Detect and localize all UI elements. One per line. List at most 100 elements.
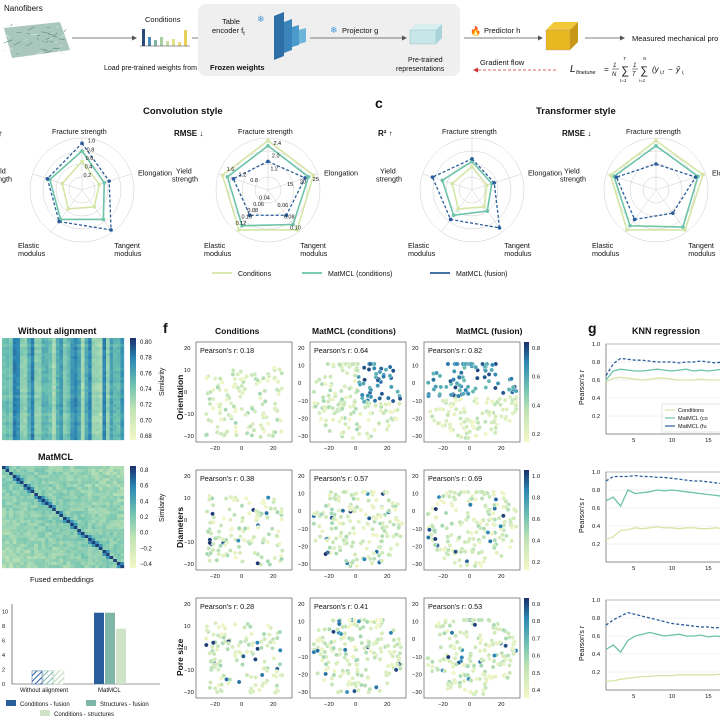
heat-cell [109,484,114,488]
radar-point-conditions [683,228,687,232]
tsne-point [354,563,360,569]
tsne-point [397,396,403,401]
colorbar-tick: 0.74 [140,387,152,393]
tsne-point [332,639,337,644]
heat-cell [113,341,117,345]
heat-cell [59,413,64,417]
heat-cell [48,437,53,441]
heat-cell [41,562,46,566]
tsne-point [215,643,221,649]
legend-conditions: Conditions [238,271,272,278]
heat-cell [113,538,117,542]
heat-cell [9,493,13,497]
heat-cell [52,532,56,536]
heat-cell [41,511,46,515]
heat-cell [80,416,85,420]
tsne-point [253,657,258,662]
heat-cell [63,490,67,494]
tsne-point [449,521,455,526]
heat-cell [2,475,6,479]
tsne-point [348,394,353,399]
heat-cell [41,401,46,405]
heat-cell [109,517,114,521]
heat-cell [30,359,35,363]
radar-axis-line [471,173,522,191]
heat-cell [66,466,71,470]
heat-cell [16,553,21,557]
heat-cell [9,434,13,438]
tsne-point [437,373,443,379]
heat-cell [2,422,6,426]
heat-cell [45,419,49,423]
heat-cell [23,520,28,524]
heat-cell [106,565,110,569]
heat-cell [102,472,107,476]
tsne-point [248,624,253,629]
heat-cell [55,547,60,551]
heat-cell [2,547,6,551]
heat-cell [73,505,78,509]
heat-cell [80,517,85,521]
heat-cell [91,392,96,396]
heat-cell [5,499,10,503]
heat-cell [30,562,35,566]
tsne-point [473,433,479,438]
tsne-pearson-1-1: Pearson's r: 0.57 [314,474,368,483]
heat-cell [84,371,89,375]
heat-cell [52,425,56,429]
heat-cell [55,475,60,479]
tsne-point [331,629,336,635]
radar-point-mat_cond [654,144,658,148]
tsne-point [240,662,245,667]
tsne-point [332,391,338,396]
heat-cell [19,350,24,354]
heat-cell [109,505,114,509]
heat-cell [66,550,71,554]
heat-cell [116,535,121,539]
heat-cell [84,392,89,396]
heat-cell [98,547,103,551]
heat-cell [27,487,31,491]
heat-cell [16,508,21,512]
knn-series-0 [605,526,720,541]
heat-cell [106,544,110,548]
heat-cell [5,550,10,554]
heat-cell [113,368,117,372]
tsne-point [352,617,357,623]
heat-cell [45,383,49,387]
heat-cell [2,359,6,363]
radar-series-fusion [431,158,501,229]
heat-cell [48,344,53,348]
heat-cell [63,526,67,530]
tsne-point [388,630,394,636]
tsne-point [365,393,371,398]
heat-cell [106,419,110,423]
heat-cell [73,434,78,438]
bar-2-1 [116,628,126,684]
heat-cell [9,472,13,476]
heat-cell [37,398,42,402]
heat-cell [52,407,56,411]
tsne-point [321,408,327,414]
tsne-point [498,524,503,529]
bar-y-tick: 4 [2,653,5,659]
heat-cell [37,416,42,420]
heatmap2-colorbar [130,466,136,568]
tsne-point [510,646,515,651]
heat-cell [23,419,28,423]
heat-cell [5,484,10,488]
heat-cell [12,392,17,396]
heat-cell [48,419,53,423]
heat-cell [9,538,13,542]
tsne-point [336,498,342,504]
tsne-point [337,419,342,424]
heat-cell [45,514,49,518]
heat-cell [12,386,17,390]
tsne-point [242,386,248,392]
heat-cell [95,514,100,518]
fiber [2,49,7,53]
tsne-point [475,420,481,425]
tsne-point [435,667,441,672]
tsne-point [275,510,280,515]
